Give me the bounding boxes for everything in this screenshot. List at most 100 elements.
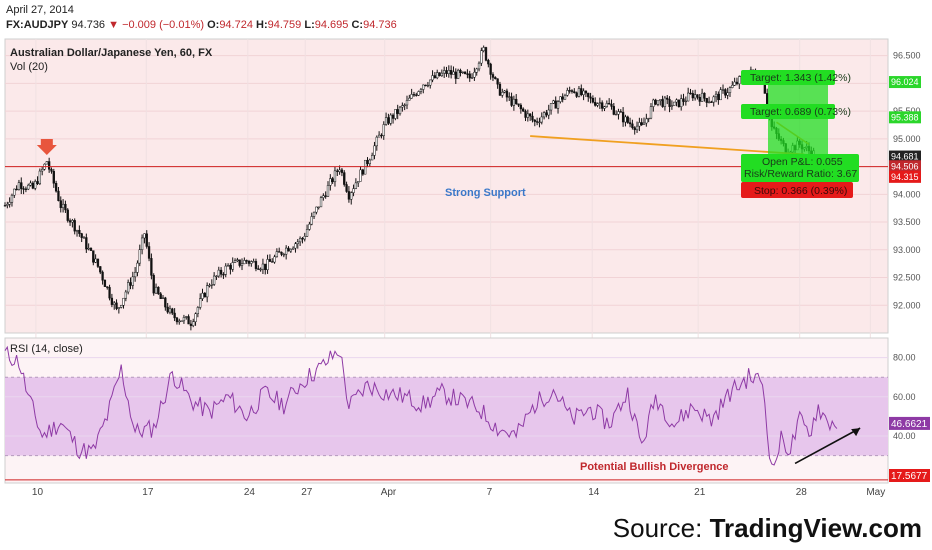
candle-body: [684, 100, 687, 103]
price-tick-label: 93.000: [893, 245, 921, 255]
candle-body: [700, 92, 704, 102]
candle-body: [187, 316, 190, 325]
trade-target-1[interactable]: Target: 1.343 (1.42%): [741, 70, 851, 85]
candle-body: [52, 171, 55, 184]
candle-body: [303, 236, 306, 240]
candle-body: [280, 251, 283, 255]
candle-body: [559, 96, 562, 102]
candle-body: [645, 118, 648, 124]
candle-body: [17, 182, 21, 190]
candle-body: [480, 50, 483, 64]
candle-body: [27, 184, 30, 190]
trade-stop[interactable]: Stop: 0.366 (0.39%): [741, 182, 853, 198]
candle-body: [675, 99, 678, 103]
candle-body: [175, 317, 179, 323]
candle-body: [733, 81, 736, 86]
candle-body: [80, 233, 83, 238]
time-axis[interactable]: 10 17 24 27 Apr 7 14 21 28 May: [32, 487, 885, 498]
price-tag-background: [889, 150, 921, 163]
candle-body: [391, 114, 395, 119]
candle-body: [106, 286, 109, 288]
candle-body: [422, 84, 425, 90]
trade-target-2[interactable]: Target: 0.689 (0.73%): [741, 104, 851, 119]
candle-body: [240, 263, 244, 266]
candle-body: [605, 103, 608, 107]
candle-body: [185, 316, 188, 318]
candle-body: [343, 172, 346, 185]
candle-body: [196, 307, 200, 314]
candle-body: [498, 83, 502, 96]
candle-body: [57, 190, 60, 201]
candle-body: [522, 108, 525, 112]
symbol-label[interactable]: FX:AUDJPY: [6, 19, 69, 31]
candle-body: [89, 247, 93, 251]
candle-body: [329, 178, 332, 186]
source-prefix: Source:: [612, 513, 710, 543]
candle-body: [345, 184, 348, 192]
candle-body: [405, 100, 409, 106]
candle-body: [117, 307, 121, 309]
price-tick-label: 95.500: [893, 106, 921, 116]
candle-body: [673, 101, 676, 106]
divergence-arrow-head: [851, 428, 861, 437]
candle-body: [364, 159, 367, 175]
bullish-divergence-annotation[interactable]: Potential Bullish Divergence: [580, 461, 729, 473]
candle-body: [75, 230, 79, 232]
open-pnl-label: Open P&L: 0.055: [762, 156, 843, 168]
candle-body: [491, 74, 495, 78]
strong-support-annotation[interactable]: Strong Support: [445, 187, 526, 199]
time-tick-label: 21: [694, 487, 706, 498]
candle-body: [454, 71, 457, 79]
candle-body: [445, 70, 448, 74]
candle-body: [338, 169, 341, 172]
candle-body: [166, 306, 169, 313]
candle-body: [127, 282, 130, 293]
candle-body: [291, 247, 295, 250]
candle-body: [373, 145, 376, 156]
candle-body: [347, 191, 351, 200]
candle-body: [206, 285, 209, 298]
candle-body: [215, 275, 218, 278]
candle-body: [494, 77, 497, 79]
candle-body: [66, 209, 69, 221]
candle-body: [298, 238, 302, 243]
candle-body: [610, 103, 613, 107]
candle-body: [129, 282, 132, 286]
candle-body: [689, 92, 692, 95]
price-tag-label: 94.681: [891, 152, 919, 162]
candle-body: [359, 169, 362, 182]
candle-body: [68, 220, 72, 223]
risk-reward-label: Risk/Reward Ratio: 3.67: [744, 168, 857, 180]
rsi-current-tag: 46.6621: [889, 416, 930, 430]
candle-body: [631, 123, 634, 128]
time-tick-label: 28: [796, 487, 808, 498]
candle-body: [377, 134, 381, 138]
price-pane-background: [4, 38, 889, 334]
candle-body: [15, 188, 18, 191]
candle-body: [145, 233, 148, 247]
candle-body: [470, 76, 474, 79]
open-label: O:: [207, 19, 220, 31]
price-tag-label: 95.388: [891, 112, 919, 122]
candle-body: [417, 91, 420, 96]
candle-body: [526, 113, 529, 118]
candle-body: [389, 114, 392, 124]
trade-open-pnl-box[interactable]: Open P&L: 0.055 Risk/Reward Ratio: 3.67: [741, 154, 859, 182]
candle-body: [456, 69, 460, 79]
candle-body: [649, 106, 653, 119]
candle-body: [152, 275, 155, 294]
candle-body: [312, 211, 316, 217]
candle-body: [707, 101, 711, 103]
candle-body: [368, 159, 371, 165]
candle-body: [501, 92, 504, 96]
low-value: 94.695: [314, 19, 349, 31]
candle-body: [352, 188, 355, 193]
price-tag-label: 94.315: [891, 172, 919, 182]
candle-body: [447, 70, 450, 74]
rsi-axis[interactable]: 80.00 60.00 40.00: [893, 353, 916, 441]
candle-body: [99, 266, 102, 273]
candle-body: [315, 206, 318, 213]
candle-body: [561, 96, 564, 100]
